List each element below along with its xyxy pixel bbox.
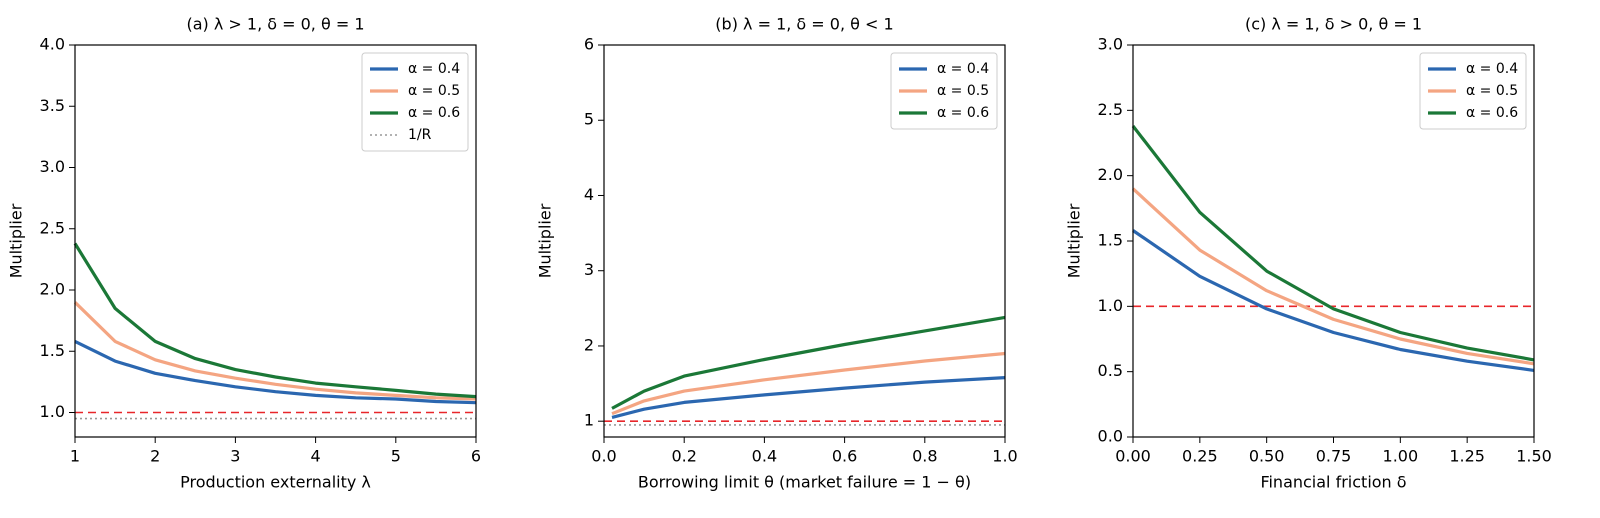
legend-label: α = 0.6 — [1466, 105, 1518, 121]
x-tick-label: 0.0 — [591, 447, 616, 466]
x-tick-label: 1.25 — [1449, 447, 1485, 466]
x-tick-label: 0.2 — [671, 447, 696, 466]
y-tick-label: 4.0 — [40, 35, 65, 54]
x-tick-label: 0.25 — [1182, 447, 1218, 466]
y-tick-label: 3.0 — [40, 157, 65, 176]
subplot: 1 2 3 4 5 6 1.0 1.5 2.0 2.5 3.0 3.5 4.0 (a) λ > 1, δ … — [7, 15, 482, 492]
legend-frame — [890, 52, 998, 130]
y-tick-label: 3 — [584, 260, 594, 279]
subplot: 0.00 0.25 0.50 0.75 1.00 1.25 1.50 0.0 0.5 1.0 1.5… — [1065, 15, 1552, 492]
legend-label: α = 0.5 — [1466, 83, 1518, 99]
x-tick-label: 0.8 — [912, 447, 937, 466]
legend-label: α = 0.4 — [408, 61, 460, 77]
y-tick-label: 2.0 — [40, 280, 65, 299]
series-line — [611, 376, 1006, 419]
legend-label: α = 0.4 — [937, 61, 989, 77]
y-tick-label: 1.0 — [40, 402, 65, 421]
x-tick-label: 0.75 — [1316, 447, 1352, 466]
x-tick-label: 1.50 — [1516, 447, 1552, 466]
series-line — [611, 351, 1006, 416]
x-tick-label: 0.00 — [1115, 447, 1151, 466]
x-tick-label: 2 — [150, 447, 160, 466]
series-line — [73, 301, 477, 401]
series-line — [1131, 125, 1535, 362]
y-tick-label: 2.5 — [40, 218, 65, 237]
x-axis-label: Borrowing limit θ (market failure = 1 − … — [638, 473, 971, 492]
x-tick-label: 0.4 — [752, 447, 777, 466]
legend: α = 0.4 α = 0.5 α = 0.6 1/R — [361, 52, 469, 152]
y-tick-label: 3.0 — [1098, 35, 1123, 54]
plot-frame — [1132, 44, 1535, 438]
y-tick-label: 1 — [584, 411, 594, 430]
subplot-title: (c) λ = 1, δ > 0, θ = 1 — [1245, 15, 1422, 34]
y-axis-label: Multiplier — [1065, 203, 1084, 278]
y-tick-label: 1.5 — [1098, 231, 1123, 250]
x-tick-label: 0.50 — [1249, 447, 1285, 466]
legend-label: α = 0.6 — [937, 105, 989, 121]
y-tick-label: 1.0 — [1098, 296, 1123, 315]
legend-label: α = 0.5 — [408, 83, 460, 99]
y-tick-label: 3.5 — [40, 96, 65, 115]
legend-frame — [1419, 52, 1527, 130]
plot-frame — [603, 44, 1006, 438]
y-tick-label: 2.5 — [1098, 100, 1123, 119]
subplot-title: (b) λ = 1, δ = 0, θ < 1 — [715, 15, 893, 34]
legend-label: 1/R — [408, 127, 432, 143]
legend-label: α = 0.4 — [1466, 61, 1518, 77]
y-tick-label: 0.0 — [1098, 427, 1123, 446]
x-tick-label: 5 — [391, 447, 401, 466]
legend-label: α = 0.5 — [937, 83, 989, 99]
series-line — [611, 315, 1006, 410]
legend-frame — [361, 52, 469, 152]
series-line — [73, 242, 477, 399]
legend-label: α = 0.6 — [408, 105, 460, 121]
series-line — [1132, 229, 1535, 372]
y-tick-label: 2.0 — [1098, 165, 1123, 184]
plot-frame — [74, 44, 477, 438]
legend: α = 0.4 α = 0.5 α = 0.6 — [890, 52, 998, 130]
x-tick-label: 1 — [70, 447, 80, 466]
x-tick-label: 6 — [471, 447, 481, 466]
x-tick-label: 1.0 — [992, 447, 1017, 466]
x-tick-label: 3 — [230, 447, 240, 466]
subplot-title: (a) λ > 1, δ = 0, θ = 1 — [186, 15, 364, 34]
y-tick-label: 0.5 — [1098, 361, 1123, 380]
x-tick-label: 1.00 — [1383, 447, 1419, 466]
y-tick-label: 1.5 — [40, 341, 65, 360]
x-axis-label: Production externality λ — [180, 473, 371, 492]
y-tick-label: 6 — [584, 35, 594, 54]
x-axis-label: Financial friction δ — [1260, 473, 1406, 492]
series-line — [74, 339, 477, 405]
y-tick-label: 4 — [584, 185, 594, 204]
y-axis-label: Multiplier — [536, 203, 555, 278]
legend: α = 0.4 α = 0.5 α = 0.6 — [1419, 52, 1527, 130]
x-tick-label: 4 — [311, 447, 321, 466]
y-axis-label: Multiplier — [7, 203, 26, 278]
y-tick-label: 2 — [584, 335, 594, 354]
series-line — [1131, 187, 1535, 366]
x-tick-label: 0.6 — [832, 447, 857, 466]
y-tick-label: 5 — [584, 110, 594, 129]
subplot: 0.0 0.2 0.4 0.6 0.8 1.0 1 2 3 4 5 6 (b) λ = 1, δ = 0… — [536, 15, 1018, 492]
